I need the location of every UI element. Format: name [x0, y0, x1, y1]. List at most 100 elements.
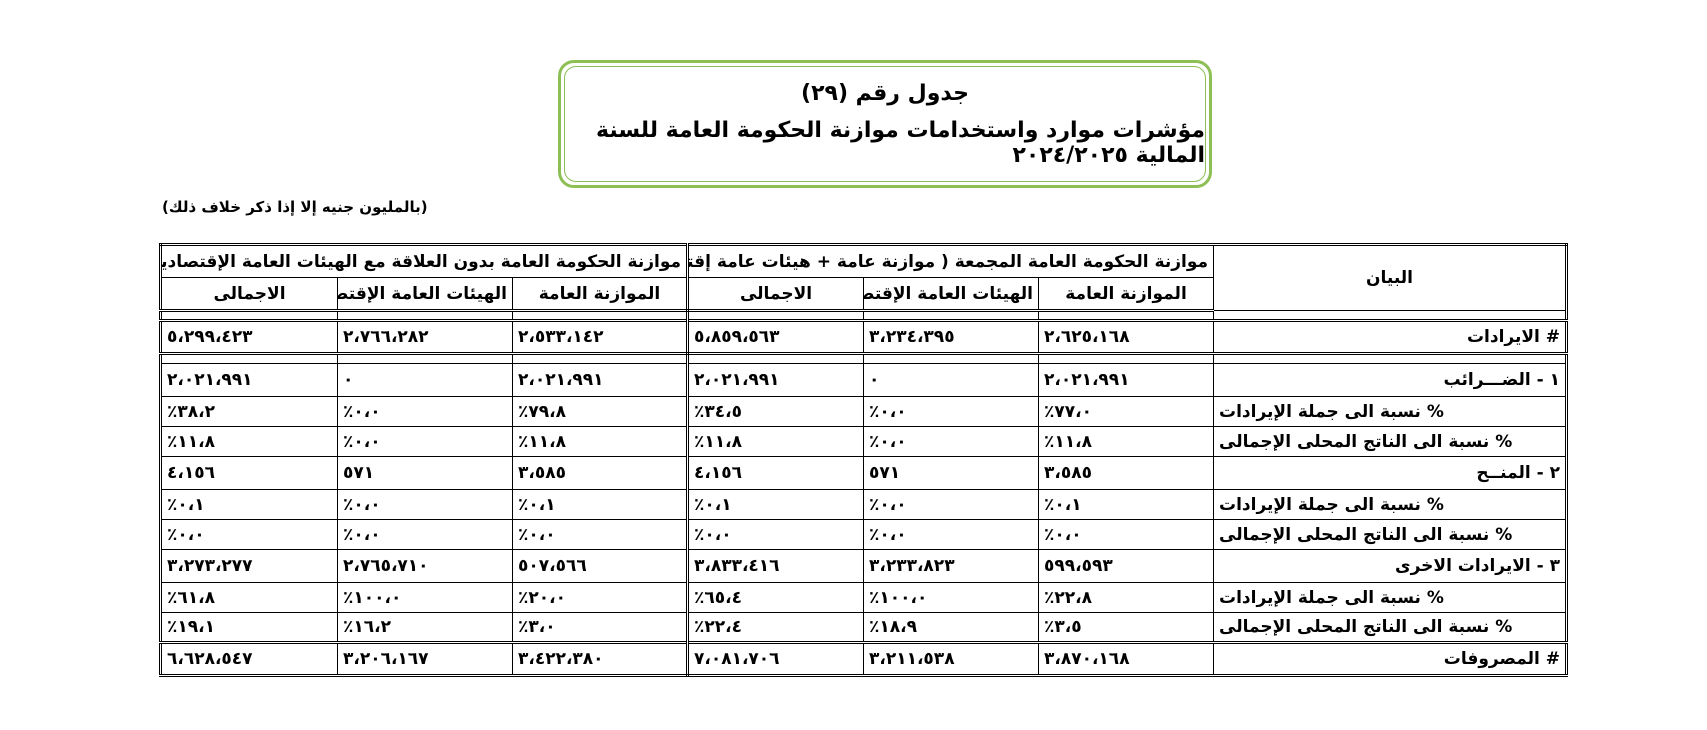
row-label: # الايرادات	[1213, 319, 1568, 355]
table-cell: ٠،٠٪	[685, 519, 865, 550]
table-number: جدول رقم (٢٩)	[801, 80, 969, 106]
table-row: ١ - الضـــرائب ٢،٠٢١،٩٩١ ٠ ٢،٠٢١،٩٩١ ٢،٠٢١،٩…	[160, 363, 1568, 397]
table-cell: ٣،٢٣٤،٣٩٥	[863, 319, 1040, 355]
table-title: مؤشرات موارد واستخدامات موازنة الحكومة ا…	[596, 117, 1205, 168]
table-row: % نسبة الى جملة الإيرادات ٢٢،٨٪ ١٠٠،٠٪ ٦٥،٤…	[160, 582, 1568, 613]
header-bayan: البيان	[1213, 244, 1568, 311]
row-label: ١ - الضـــرائب	[1213, 363, 1568, 397]
row-label: % نسبة الى الناتج المحلى الإجمالى	[1213, 612, 1568, 643]
header-col-total-1: الاجمالى	[685, 277, 865, 312]
table-row: % نسبة الى الناتج المحلى الإجمالى ٠،٠٪ ٠،٠…	[160, 519, 1568, 550]
table-cell: ١٠٠،٠٪	[337, 582, 513, 613]
table-cell: ٠،١٪	[512, 489, 688, 520]
header-group-excluding: موازنة الحكومة العامة بدون العلاقة مع ال…	[160, 244, 688, 278]
table-cell: ٢٢،٨٪	[1038, 582, 1215, 613]
table-cell: ٧٧،٠٪	[1038, 396, 1215, 427]
table-cell: ٢،٦٢٥،١٦٨	[1038, 319, 1215, 355]
table-cell: ١١،٨٪	[685, 426, 865, 457]
table-cell: ٠	[337, 363, 513, 397]
table-cell: ٢،٧٦٦،٢٨٢	[337, 319, 513, 355]
table-row: % نسبة الى جملة الإيرادات ٠،١٪ ٠،٠٪ ٠،١٪ ٠،١…	[160, 489, 1568, 520]
table-cell: ٢،٠٢١،٩٩١	[685, 363, 865, 397]
table-cell: ٥،٨٥٩،٥٦٣	[685, 319, 865, 355]
table-cell: ٠،٠٪	[337, 396, 513, 427]
table-cell: ٢،٠٢١،٩٩١	[1038, 363, 1215, 397]
table-cell: ٢،٠٢١،٩٩١	[512, 363, 688, 397]
table-cell: ٠،٠٪	[160, 519, 338, 550]
table-cell: ٣،٢٣٣،٨٢٣	[863, 549, 1040, 583]
row-label: % نسبة الى الناتج المحلى الإجمالى	[1213, 519, 1568, 550]
title-box: جدول رقم (٢٩) مؤشرات موارد واستخدامات مو…	[558, 60, 1212, 188]
row-label: % نسبة الى جملة الإيرادات	[1213, 489, 1568, 520]
row-label: % نسبة الى جملة الإيرادات	[1213, 396, 1568, 427]
indicators-table: البيان موازنة الحكومة العامة المجمعة ( م…	[159, 243, 1569, 677]
table-cell: ٥٩٩،٥٩٣	[1038, 549, 1215, 583]
row-label: # المصروفات	[1213, 641, 1568, 677]
title-inner: جدول رقم (٢٩) مؤشرات موارد واستخدامات مو…	[564, 66, 1206, 182]
header-row-columns: الموازنة العامة الهيئات العامة الإقتصادي…	[160, 277, 1567, 312]
table-cell: ٢٢،٤٪	[685, 612, 865, 643]
header-col-budget-2: الموازنة العامة	[512, 277, 688, 312]
table-cell: ٠،٠٪	[863, 489, 1040, 520]
table-cell: ٠	[863, 363, 1040, 397]
row-label: % نسبة الى الناتج المحلى الإجمالى	[1213, 426, 1568, 457]
table-cell: ١٠٠،٠٪	[863, 582, 1040, 613]
table-cell: ٠،٠٪	[1038, 519, 1215, 550]
header-row-groups: البيان موازنة الحكومة العامة المجمعة ( م…	[160, 244, 1568, 311]
table-cell: ٠،١٪	[685, 489, 865, 520]
header-col-total-2: الاجمالى	[160, 277, 338, 312]
table-row: % نسبة الى الناتج المحلى الإجمالى ٣،٥٪ ١٨،…	[160, 612, 1568, 643]
table-cell: ٣،٢٠٦،١٦٧	[337, 641, 513, 677]
table-cell: ٢،٧٦٥،٧١٠	[337, 549, 513, 583]
table-cell: ٤،١٥٦	[160, 456, 338, 490]
table-cell: ٢،٠٢١،٩٩١	[160, 363, 338, 397]
table-cell: ٣،٠٪	[512, 612, 688, 643]
table-cell: ٠،٠٪	[863, 396, 1040, 427]
table-cell: ٠،٠٪	[337, 489, 513, 520]
header-col-econ-2: الهيئات العامة الإقتصادية	[337, 277, 513, 312]
table-cell: ٣٨،٢٪	[160, 396, 338, 427]
table-cell: ٣،٤٢٢،٣٨٠	[512, 641, 688, 677]
table-cell: ٦٥،٤٪	[685, 582, 865, 613]
table-cell: ٣،٨٣٣،٤١٦	[685, 549, 865, 583]
table-cell: ٣،٢١١،٥٣٨	[863, 641, 1040, 677]
table-cell: ٣،٥٨٥	[512, 456, 688, 490]
table-cell: ٢٠،٠٪	[512, 582, 688, 613]
spacer-row	[160, 310, 1568, 321]
table-cell: ٠،١٪	[1038, 489, 1215, 520]
table-cell: ١٨،٩٪	[863, 612, 1040, 643]
table-cell: ٣٤،٥٪	[685, 396, 865, 427]
table-cell: ٦١،٨٪	[160, 582, 338, 613]
table-cell: ٠،٠٪	[337, 519, 513, 550]
table-row: % نسبة الى جملة الإيرادات ٧٧،٠٪ ٠،٠٪ ٣٤،٥٪ ٧…	[160, 396, 1568, 427]
table-cell: ٣،٨٧٠،١٦٨	[1038, 641, 1215, 677]
table-cell: ١٦،٢٪	[337, 612, 513, 643]
table-cell: ٤،١٥٦	[685, 456, 865, 490]
row-label: ٣ - الايرادات الاخرى	[1213, 549, 1568, 583]
table-cell: ٦،٦٢٨،٥٤٧	[160, 641, 338, 677]
table-row: # المصروفات ٣،٨٧٠،١٦٨ ٣،٢١١،٥٣٨ ٧،٠٨١،٧٠٦ ٣،…	[160, 641, 1568, 677]
table-cell: ١١،٨٪	[512, 426, 688, 457]
table-row: ٣ - الايرادات الاخرى ٥٩٩،٥٩٣ ٣،٢٣٣،٨٢٣ ٣،٨٣…	[160, 549, 1568, 583]
table-cell: ٥،٢٩٩،٤٢٣	[160, 319, 338, 355]
row-label: ٢ - المنــح	[1213, 456, 1568, 490]
table-cell: ٥٧١	[863, 456, 1040, 490]
table-cell: ١١،٨٪	[160, 426, 338, 457]
table-cell: ٠،٠٪	[337, 426, 513, 457]
spacer-row	[160, 353, 1568, 364]
table-cell: ٠،٠٪	[512, 519, 688, 550]
header-col-budget-1: الموازنة العامة	[1038, 277, 1215, 312]
table-cell: ٣،٢٧٣،٢٧٧	[160, 549, 338, 583]
table-cell: ٠،٠٪	[863, 519, 1040, 550]
table-cell: ٥٧١	[337, 456, 513, 490]
unit-note: (بالمليون جنيه إلا إذا ذكر خلاف ذلك)	[162, 198, 428, 216]
table-cell: ٣،٥٨٥	[1038, 456, 1215, 490]
row-label: % نسبة الى جملة الإيرادات	[1213, 582, 1568, 613]
table-cell: ١١،٨٪	[1038, 426, 1215, 457]
table-row: # الايرادات ٢،٦٢٥،١٦٨ ٣،٢٣٤،٣٩٥ ٥،٨٥٩،٥٦٣ ٢،…	[160, 319, 1568, 355]
table-row: % نسبة الى الناتج المحلى الإجمالى ١١،٨٪ ٠،…	[160, 426, 1568, 457]
table-cell: ٣،٥٪	[1038, 612, 1215, 643]
header-group-consolidated: موازنة الحكومة العامة المجمعة ( موازنة ع…	[685, 244, 1215, 278]
table-cell: ٧،٠٨١،٧٠٦	[685, 641, 865, 677]
table-cell: ٢،٥٣٣،١٤٢	[512, 319, 688, 355]
